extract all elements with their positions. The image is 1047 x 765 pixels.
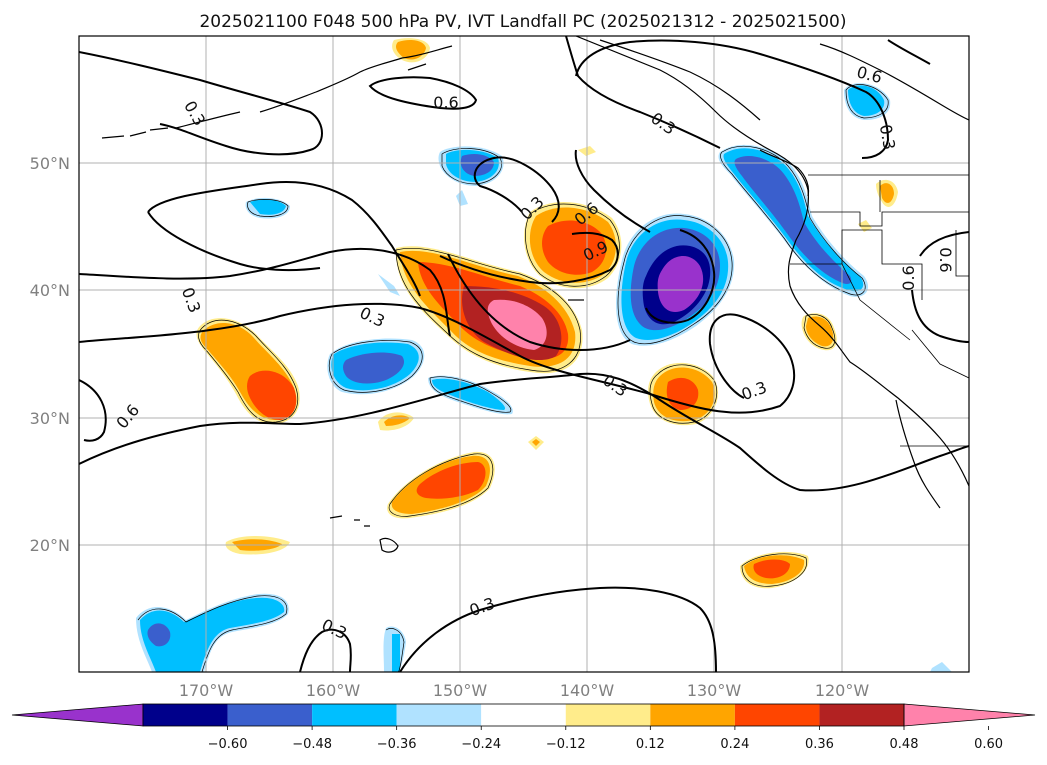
lon-label: 150°W [433,681,488,700]
colorbar-extend-low [11,703,144,727]
colorbar-outline [142,703,905,727]
colorbar-tick-label: 0.24 [720,737,749,752]
colorbar-tick-label: 0.48 [890,737,919,752]
lat-label: 50°N [30,154,70,173]
colorbar-box [481,704,566,726]
lat-label: 20°N [30,536,70,555]
colorbar-box [143,704,228,726]
lon-label: 160°W [306,681,361,700]
coastlines [101,36,969,553]
colorbar-tick-label: −0.12 [546,737,586,752]
contour-label: 0.6 [899,265,918,290]
colorbar-box [650,704,735,726]
lon-label: 130°W [687,681,742,700]
longitude-labels: 170°W 160°W 150°W 140°W 130°W 120°W [179,681,870,700]
lon-label: 120°W [815,681,870,700]
map-gridlines [79,36,969,672]
colorbar-tick-label: 0.60 [974,737,1003,752]
political-borders [790,174,969,447]
colorbar-tick-label: −0.60 [208,737,248,752]
contour-label: 0.3 [876,123,899,151]
latitude-labels: 50°N 40°N 30°N 20°N [30,154,70,555]
map-title: 2025021100 F048 500 hPa PV, IVT Landfall… [199,12,846,32]
negative-anomaly-shading [136,83,952,672]
lon-label: 170°W [179,681,234,700]
shading-outlines [137,84,889,672]
map-area: 0.3 0.3 0.3 0.3 0.3 0.3 0.3 0.3 0.3 0.3 … [79,36,969,672]
contour-label: 0.6 [433,93,458,112]
map-frame [78,35,970,673]
colorbar-tick-label: −0.48 [292,737,332,752]
positive-anomaly-shading [196,38,898,589]
colorbar-tick-label: −0.24 [461,737,501,752]
colorbar-extend-high [903,703,1036,727]
contour-label: 0.6 [936,247,955,272]
colorbar-tick-label: 0.36 [805,737,834,752]
contour-lines [79,36,969,672]
lat-label: 30°N [30,409,70,428]
colorbar-tick-label: −0.36 [377,737,417,752]
colorbar: −0.60 −0.48 −0.36 −0.24 −0.12 0.12 0.24 0.36 0.4… [11,703,1036,752]
lat-label: 40°N [30,281,70,300]
lon-label: 140°W [560,681,615,700]
colorbar-box [819,704,904,726]
colorbar-box [227,704,313,726]
colorbar-box [565,704,651,726]
colorbar-box [734,704,820,726]
colorbar-box [396,704,482,726]
colorbar-box [312,704,397,726]
colorbar-tick-label: 0.12 [636,737,665,752]
